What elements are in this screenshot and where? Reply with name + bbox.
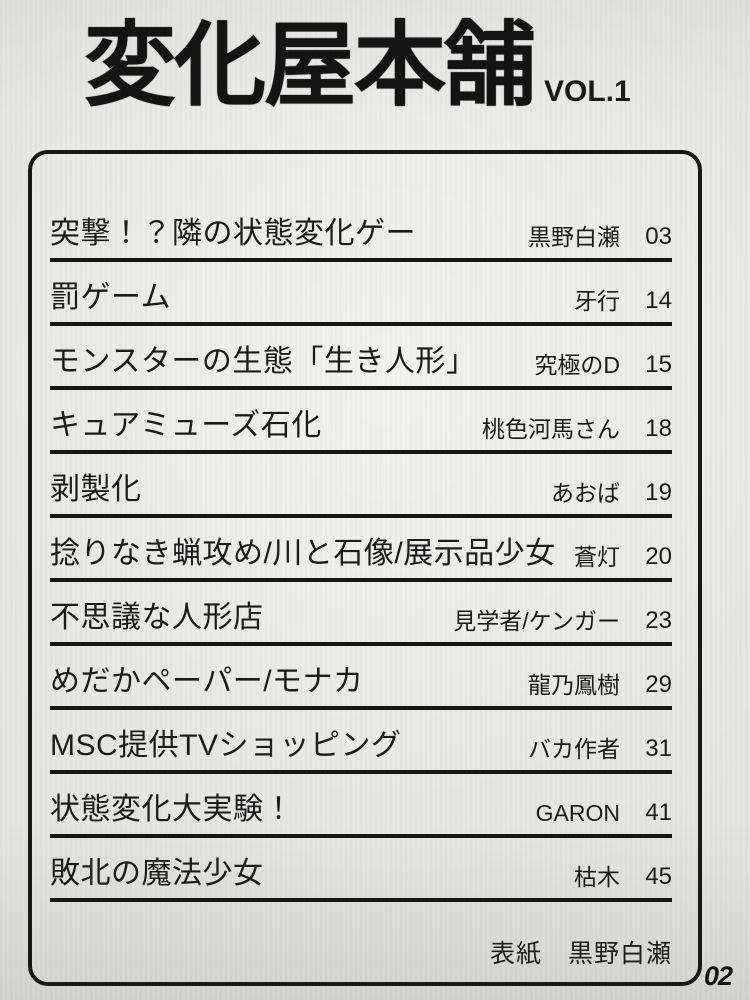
- toc-entry-meta: 見学者/ケンガー 23: [453, 607, 672, 634]
- cover-credit-label: 表紙: [489, 940, 542, 968]
- toc-entry-page-number: 29: [645, 671, 672, 698]
- toc-entry-meta: 牙行 14: [574, 287, 672, 314]
- toc-entry-page-number: 19: [645, 479, 672, 506]
- toc-entry: 状態変化大実験！ GARON 41: [50, 774, 672, 838]
- toc-entry-meta: 蒼灯 20: [574, 543, 672, 570]
- toc-entry-author: 牙行: [574, 287, 620, 314]
- toc-entry-meta: 黒野白瀬 03: [528, 223, 672, 250]
- toc-entry-title: めだかペーパー/モナカ: [50, 665, 364, 698]
- toc-entry-title: キュアミューズ石化: [50, 409, 322, 442]
- masthead: 変化屋本舗 VOL.1: [84, 18, 631, 115]
- toc-entry-page-number: 15: [645, 351, 672, 378]
- toc-entry-author: 見学者/ケンガー: [453, 607, 620, 634]
- toc-entry: 罰ゲーム 牙行 14: [50, 262, 672, 326]
- toc-entry-author: 枯木: [574, 863, 620, 890]
- toc-entry: 不思議な人形店 見学者/ケンガー 23: [50, 582, 672, 646]
- toc-entry-title: 捻りなき蝋攻め/川と石像/展示品少女: [50, 537, 556, 570]
- cover-credit-name: 黒野白瀬: [567, 940, 672, 968]
- toc-entry-page-number: 20: [645, 543, 672, 570]
- toc-entry: 剥製化 あおば 19: [50, 454, 672, 518]
- toc-entry-author: あおば: [551, 479, 620, 506]
- toc-entry-title: 剥製化: [50, 473, 142, 506]
- toc-entry-author: GARON: [535, 799, 620, 826]
- toc-entry-title: 敗北の魔法少女: [50, 857, 264, 890]
- toc-entry: 敗北の魔法少女 枯木 45: [50, 838, 672, 902]
- toc-entry-author: 龍乃鳳樹: [528, 671, 620, 698]
- toc-entry-author: 蒼灯: [574, 543, 620, 570]
- toc-entry-meta: バカ作者 31: [528, 735, 672, 762]
- toc-entry-page-number: 03: [645, 223, 672, 250]
- toc-entry-page-number: 31: [645, 735, 672, 762]
- toc-entry-meta: 龍乃鳳樹 29: [528, 671, 672, 698]
- toc-entry-page-number: 18: [645, 415, 672, 442]
- toc-box: 突撃！？隣の状態変化ゲー 黒野白瀬 03 罰ゲーム 牙行 14 モンスターの生態…: [28, 150, 702, 986]
- toc-entry: MSC提供TVショッピング バカ作者 31: [50, 710, 672, 774]
- toc-entry: 捻りなき蝋攻め/川と石像/展示品少女 蒼灯 20: [50, 518, 672, 582]
- toc-entry-meta: あおば 19: [551, 479, 672, 506]
- toc-entry-meta: 枯木 45: [574, 863, 672, 890]
- book-title: 変化屋本舗: [84, 15, 536, 117]
- toc-entry-title: 状態変化大実験！: [50, 793, 294, 826]
- toc-entry-page-number: 14: [645, 287, 672, 314]
- toc-entry-author: 究極のD: [534, 351, 620, 378]
- toc-entry-page-number: 41: [645, 799, 672, 826]
- toc-entry: めだかペーパー/モナカ 龍乃鳳樹 29: [50, 646, 672, 710]
- toc-list: 突撃！？隣の状態変化ゲー 黒野白瀬 03 罰ゲーム 牙行 14 モンスターの生態…: [50, 176, 672, 902]
- toc-entry-title: MSC提供TVショッピング: [50, 729, 402, 762]
- toc-entry-meta: GARON 41: [535, 799, 672, 826]
- toc-entry: 突撃！？隣の状態変化ゲー 黒野白瀬 03: [50, 176, 672, 262]
- toc-entry-title: 不思議な人形店: [50, 601, 264, 634]
- toc-entry-author: 黒野白瀬: [528, 223, 620, 250]
- toc-entry-meta: 究極のD 15: [534, 351, 672, 378]
- toc-entry-page-number: 23: [645, 607, 672, 634]
- book-volume: VOL.1: [544, 74, 631, 108]
- toc-entry-author: バカ作者: [528, 735, 620, 762]
- toc-entry-title: 罰ゲーム: [50, 281, 172, 314]
- cover-credit: 表紙 黒野白瀬: [50, 934, 672, 970]
- toc-entry-page-number: 45: [645, 863, 672, 890]
- page-number: 02: [703, 961, 733, 991]
- toc-entry-author: 桃色河馬さん: [482, 415, 620, 442]
- toc-entry: モンスターの生態「生き人形」 究極のD 15: [50, 326, 672, 390]
- toc-entry: キュアミューズ石化 桃色河馬さん 18: [50, 390, 672, 454]
- toc-entry-title: モンスターの生態「生き人形」: [50, 345, 477, 378]
- toc-entry-title: 突撃！？隣の状態変化ゲー: [50, 217, 416, 250]
- toc-entry-meta: 桃色河馬さん 18: [482, 415, 672, 442]
